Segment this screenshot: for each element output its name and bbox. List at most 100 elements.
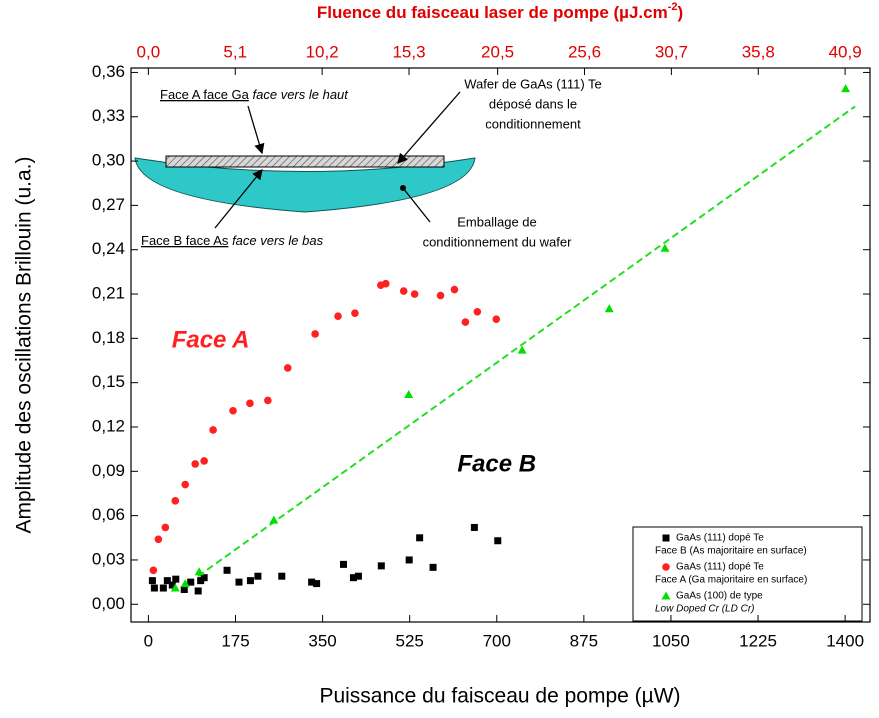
point — [209, 426, 217, 434]
point — [404, 389, 414, 398]
point — [450, 285, 459, 294]
point — [494, 537, 502, 545]
point — [229, 406, 237, 415]
point — [308, 578, 316, 586]
point — [246, 399, 254, 408]
point — [416, 534, 424, 542]
point — [349, 574, 357, 582]
point — [429, 563, 437, 571]
point — [246, 577, 254, 585]
inset-label: Emballage de — [457, 214, 537, 229]
y-tick-label: 0,21 — [92, 284, 125, 303]
point — [339, 560, 347, 568]
point — [187, 578, 195, 586]
point — [200, 574, 208, 582]
legend-description: Face A (Ga majoritaire en surface) — [655, 575, 807, 586]
point — [223, 566, 231, 574]
x2-tick-label: 30,7 — [655, 42, 688, 61]
point — [172, 575, 180, 583]
point — [171, 497, 180, 505]
x2-tick-label: 25,6 — [568, 42, 601, 61]
x2-axis-title-part: -2 — [668, 1, 678, 13]
x-tick-label: 875 — [570, 631, 598, 650]
point — [149, 566, 158, 575]
point — [283, 364, 292, 372]
x2-tick-label: 40,9 — [829, 42, 862, 61]
point — [313, 580, 321, 588]
y-tick-label: 0,03 — [92, 549, 125, 568]
inset-label-part: face vers le haut — [253, 87, 350, 102]
point — [200, 457, 208, 465]
point — [334, 312, 342, 320]
point — [180, 585, 188, 593]
x2-tick-label: 35,8 — [742, 42, 775, 61]
x2-tick-label: 10,2 — [306, 42, 339, 61]
point — [604, 304, 614, 313]
point — [405, 556, 413, 564]
y-tick-label: 0,06 — [92, 505, 125, 524]
point — [381, 279, 390, 288]
annotation: Face A — [172, 327, 250, 354]
y-tick-label: 0,00 — [92, 594, 125, 613]
inset-label: Face B face As face vers le bas — [141, 233, 324, 248]
y-tick-label: 0,24 — [92, 239, 125, 258]
inset-label-part: face vers le bas — [232, 233, 324, 248]
legend-description: Face B (As majoritaire en surface) — [655, 546, 807, 557]
y-axis-title: Amplitude des oscillations Brillouin (u.… — [13, 156, 36, 533]
point — [264, 396, 272, 405]
y-tick-label: 0,09 — [92, 461, 125, 480]
point — [194, 587, 202, 595]
x2-axis-title: Fluence du faisceau laser de pompe (µJ.c… — [317, 1, 683, 23]
arrow — [247, 105, 265, 155]
legend-label: GaAs (111) dopé Te — [676, 562, 764, 573]
point — [517, 345, 527, 354]
x-tick-label: 0 — [144, 631, 153, 650]
legend-description: Low Doped Cr (LD Cr) — [655, 604, 754, 615]
point — [235, 578, 243, 586]
legend-marker — [661, 591, 671, 600]
x-tick-label: 1225 — [739, 631, 777, 650]
y-tick-label: 0,18 — [92, 328, 125, 347]
inset-label-part: Face B face As — [141, 233, 229, 248]
y-tick-label: 0,33 — [92, 106, 125, 125]
package-shape — [134, 157, 476, 213]
point — [148, 577, 156, 585]
point — [492, 315, 501, 323]
y-tick-label: 0,15 — [92, 372, 125, 391]
point — [461, 318, 470, 326]
point — [473, 307, 482, 316]
inset-label: Face A face Ga face vers le haut — [160, 87, 349, 102]
arrow — [397, 91, 461, 164]
plot-frame — [130, 67, 871, 623]
point — [181, 480, 190, 489]
point — [194, 567, 204, 576]
inset-label: déposé dans le — [489, 96, 577, 111]
wafer-shape — [165, 155, 445, 168]
point — [278, 572, 286, 580]
x-tick-label: 700 — [483, 631, 511, 650]
point — [163, 577, 171, 585]
leader — [402, 187, 431, 223]
x-tick-label: 525 — [395, 631, 423, 650]
x2-tick-label: 20,5 — [481, 42, 514, 61]
point — [269, 515, 279, 524]
legend-marker — [662, 534, 670, 542]
point — [410, 290, 419, 298]
y-tick-label: 0,12 — [92, 416, 125, 435]
x-axis-title: Puissance du faisceau de pompe (µW) — [319, 685, 680, 708]
point — [351, 309, 359, 318]
point — [311, 330, 319, 338]
y-tick-label: 0,30 — [92, 151, 125, 170]
point — [354, 572, 362, 580]
legend-marker — [662, 563, 670, 571]
legend-label: GaAs (111) dopé Te — [676, 533, 764, 544]
legend-box — [632, 526, 863, 622]
point — [841, 84, 851, 93]
point — [399, 287, 408, 295]
point — [159, 584, 167, 592]
x-tick-label: 1050 — [652, 631, 690, 650]
inset-label: conditionnement du wafer — [423, 234, 573, 249]
fit-line — [197, 105, 856, 578]
point — [180, 579, 190, 588]
